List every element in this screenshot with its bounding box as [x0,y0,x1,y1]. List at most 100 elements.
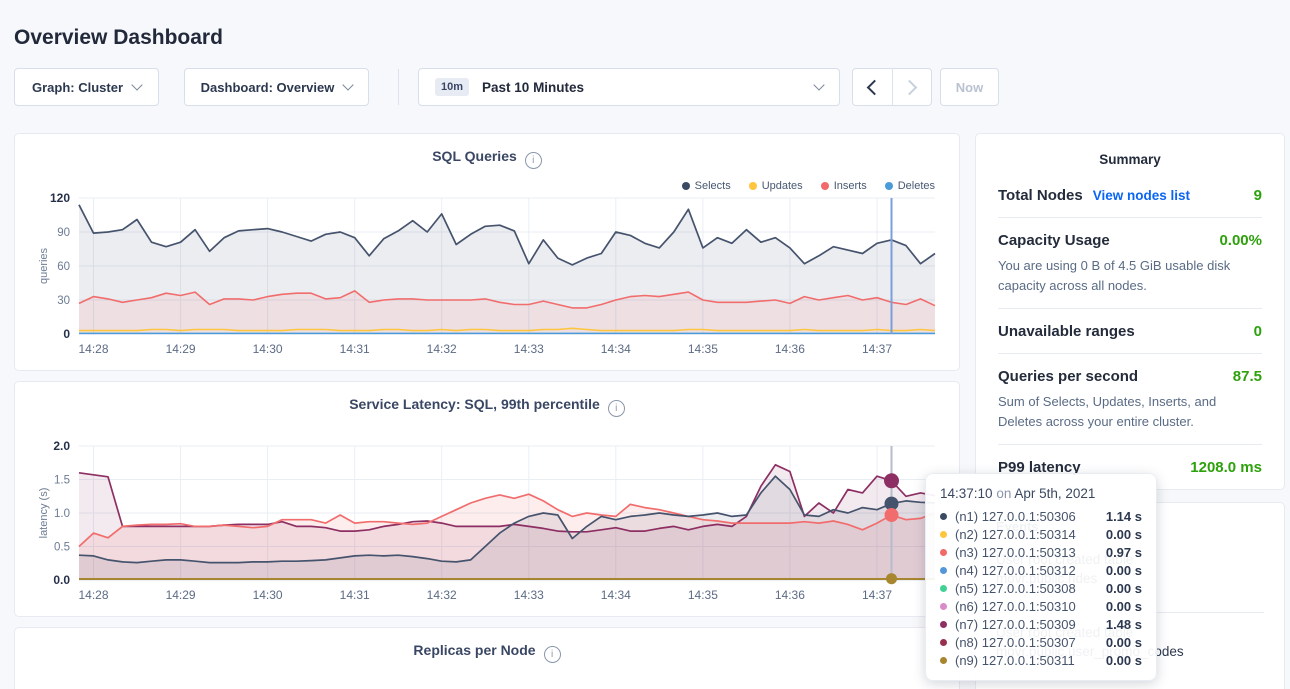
node-color-dot-icon [940,620,947,628]
svg-text:1.0: 1.0 [54,508,70,520]
service-latency-chart[interactable]: 14:28 14:29 14:30 14:31 14:32 14:33 14:34 14:35… [15,382,961,618]
sql-queries-panel: SQL Queries i Selects Updates Inserts Delete… [14,133,960,371]
svg-text:14:37: 14:37 [862,342,892,356]
svg-text:60: 60 [57,261,70,273]
dashboard-dropdown-label: Dashboard: Overview [200,79,335,95]
qps-description: Sum of Selects, Updates, Inserts, and De… [998,394,1217,429]
time-range-label: Past 10 Minutes [482,79,585,95]
p99-latency-label: P99 latency [998,459,1081,476]
sql-queries-legend: Selects Updates Inserts Deletes [681,180,935,192]
svg-text:0.0: 0.0 [53,573,70,587]
svg-text:14:29: 14:29 [166,342,196,356]
toolbar-divider [398,69,399,105]
service-latency-title: Service Latency: SQL, 99th percentile i [15,396,959,417]
node-latency-value: 0.00 s [1105,562,1142,578]
node-color-dot-icon [940,530,947,538]
svg-text:14:28: 14:28 [78,588,108,602]
node-latency-value: 0.00 s [1105,598,1142,614]
chart-hover-tooltip: 14:37:10 on Apr 5th, 2021 (n1) 127.0.0.1… [925,473,1157,681]
svg-text:14:28: 14:28 [78,342,108,356]
svg-text:queries: queries [38,247,50,284]
legend-dot-icon [748,182,757,190]
tooltip-row: (n4) 127.0.0.1:50312 0.00 s [940,561,1142,579]
legend-item-deletes[interactable]: Deletes [884,180,935,192]
svg-text:120: 120 [50,191,70,205]
unavailable-ranges-label: Unavailable ranges [998,323,1135,340]
svg-text:14:32: 14:32 [427,342,457,356]
node-address: (n8) 127.0.0.1:50307 [955,634,1076,650]
tooltip-node-rows: (n1) 127.0.0.1:50306 1.14 s (n2) 127.0.0.1… [940,507,1142,669]
svg-text:30: 30 [57,295,70,307]
svg-text:14:32: 14:32 [427,588,457,602]
svg-text:14:33: 14:33 [514,588,544,602]
info-icon[interactable]: i [524,152,542,169]
svg-text:14:37: 14:37 [862,588,892,602]
capacity-usage-description: You are using 0 B of 4.5 GiB usable disk… [998,258,1231,293]
svg-text:14:31: 14:31 [340,588,370,602]
tooltip-row: (n9) 127.0.0.1:50311 0.00 s [940,651,1142,669]
chevron-left-icon [866,79,883,95]
info-icon[interactable]: i [607,400,625,417]
node-color-dot-icon [940,512,947,520]
tooltip-row: (n8) 127.0.0.1:50307 0.00 s [940,633,1142,651]
svg-text:0.5: 0.5 [54,542,70,554]
svg-text:14:36: 14:36 [775,588,805,602]
svg-text:14:36: 14:36 [775,342,805,356]
chevron-down-icon [813,79,825,91]
service-latency-panel: Service Latency: SQL, 99th percentile i 1… [14,381,960,617]
svg-text:90: 90 [57,227,70,239]
time-range-dropdown[interactable]: 10m Past 10 Minutes [418,68,840,106]
node-address: (n7) 127.0.0.1:50309 [955,616,1076,632]
node-address: (n4) 127.0.0.1:50312 [955,562,1076,578]
svg-text:14:30: 14:30 [253,342,283,356]
chevron-right-icon [901,79,918,95]
time-range-badge: 10m [435,78,470,96]
node-latency-value: 0.97 s [1105,544,1142,560]
sql-queries-chart[interactable]: 14:28 14:29 14:30 14:31 14:32 14:33 14:34 14:35… [15,134,961,372]
prev-range-button[interactable] [853,69,892,105]
svg-text:14:33: 14:33 [514,342,544,356]
tooltip-row: (n3) 127.0.0.1:50313 0.97 s [940,543,1142,561]
summary-row-capacity-usage: Capacity Usage 0.00% You are using 0 B o… [998,217,1262,308]
node-latency-value: 0.00 s [1105,580,1142,596]
node-latency-value: 1.48 s [1105,616,1142,632]
svg-text:14:34: 14:34 [601,588,631,602]
node-address: (n9) 127.0.0.1:50311 [955,652,1075,668]
tooltip-row: (n5) 127.0.0.1:50308 0.00 s [940,579,1142,597]
legend-item-updates[interactable]: Updates [748,180,803,192]
summary-row-qps: Queries per second 87.5 Sum of Selects, … [998,353,1262,444]
next-range-button[interactable] [891,69,932,105]
chevron-down-icon [131,79,143,91]
qps-value: 87.5 [1232,368,1262,385]
svg-text:14:35: 14:35 [688,342,718,356]
now-button[interactable]: Now [940,68,999,106]
svg-text:latency (s): latency (s) [38,488,50,539]
node-latency-value: 0.00 s [1105,526,1142,542]
svg-text:14:29: 14:29 [166,588,196,602]
node-color-dot-icon [940,584,947,592]
legend-item-inserts[interactable]: Inserts [820,180,867,192]
page-title: Overview Dashboard [14,26,223,50]
graph-dropdown-label: Graph: Cluster [31,79,123,95]
node-color-dot-icon [940,548,947,556]
legend-item-selects[interactable]: Selects [681,180,731,192]
info-icon[interactable]: i [543,646,561,663]
replicas-per-node-panel: Replicas per Node i [14,627,960,689]
tooltip-timestamp: 14:37:10 on Apr 5th, 2021 [940,486,1096,501]
node-address: (n1) 127.0.0.1:50306 [955,508,1076,524]
qps-label: Queries per second [998,368,1139,385]
summary-row-unavailable-ranges: Unavailable ranges 0 [998,308,1262,353]
node-color-dot-icon [940,638,947,646]
graph-dropdown[interactable]: Graph: Cluster [14,68,159,106]
p99-latency-value: 1208.0 ms [1190,459,1262,476]
node-color-dot-icon [940,566,947,574]
node-color-dot-icon [940,602,947,610]
node-address: (n2) 127.0.0.1:50314 [955,526,1076,542]
view-nodes-list-link[interactable]: View nodes list [1092,188,1191,203]
total-nodes-label: Total Nodes [998,187,1083,204]
dashboard-dropdown[interactable]: Dashboard: Overview [184,68,369,106]
legend-dot-icon [681,182,690,190]
node-color-dot-icon [940,656,947,664]
tooltip-row: (n6) 127.0.0.1:50310 0.00 s [940,597,1142,615]
